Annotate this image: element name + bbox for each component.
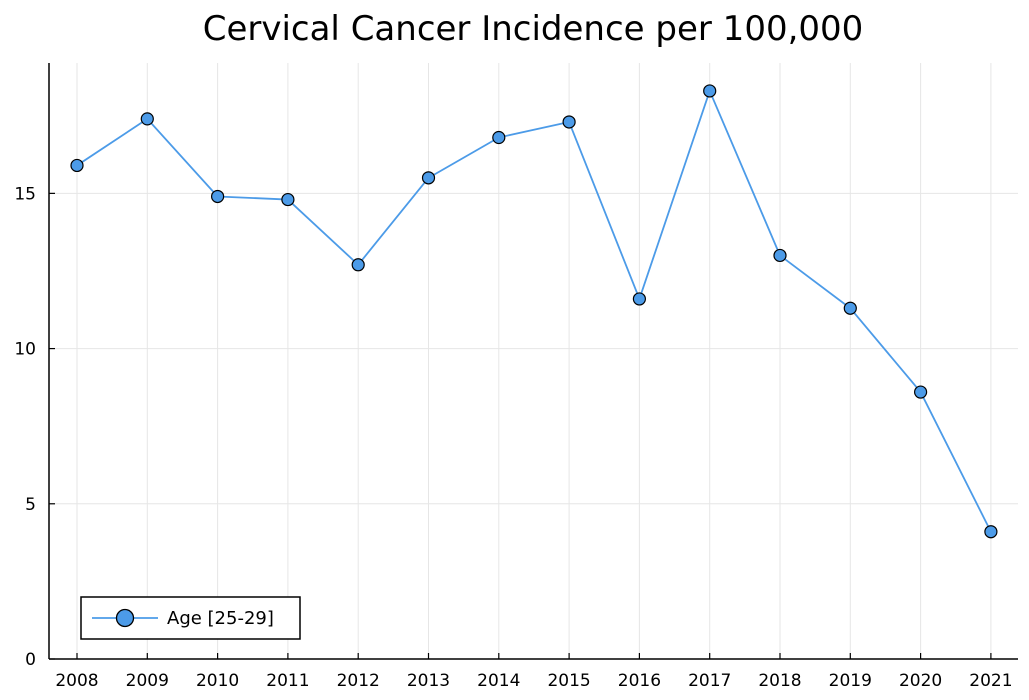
tick-labels: 2008 2009 2010 2011 2012 2013 2014 2015 2016 2017… bbox=[14, 184, 1012, 691]
data-point bbox=[70, 158, 84, 173]
x-tick-label: 2019 bbox=[829, 671, 872, 691]
grid-lines bbox=[49, 63, 1018, 659]
legend-box bbox=[80, 596, 301, 640]
data-point bbox=[281, 192, 295, 207]
data-point bbox=[351, 258, 365, 272]
data-point bbox=[211, 189, 225, 204]
series-line bbox=[76, 90, 992, 533]
legend-marker-icon bbox=[115, 608, 135, 628]
x-tick-label: 2008 bbox=[55, 671, 98, 691]
data-point bbox=[843, 301, 857, 315]
data-point bbox=[632, 292, 647, 306]
x-tick-label: 2009 bbox=[126, 671, 169, 691]
data-point bbox=[913, 385, 928, 399]
x-tick-label: 2015 bbox=[547, 671, 590, 691]
data-point bbox=[562, 115, 576, 129]
legend-label: Age [25-29] bbox=[167, 608, 274, 629]
data-point bbox=[421, 171, 436, 185]
legend: Age [25-29] bbox=[80, 596, 301, 640]
data-point bbox=[492, 130, 506, 145]
x-tick-label: 2011 bbox=[266, 671, 309, 691]
data-point bbox=[703, 84, 717, 98]
x-tick-label: 2016 bbox=[618, 671, 661, 691]
chart-title: Cervical Cancer Incidence per 100,000 bbox=[203, 9, 864, 49]
data-point bbox=[984, 525, 998, 539]
y-tick-label: 10 bbox=[14, 340, 36, 360]
x-tick-label: 2012 bbox=[337, 671, 380, 691]
y-tick-label: 15 bbox=[14, 184, 36, 204]
x-tick-label: 2021 bbox=[969, 671, 1012, 691]
y-tick-label: 0 bbox=[25, 650, 36, 670]
axes bbox=[48, 63, 1018, 660]
series-lines bbox=[76, 90, 992, 533]
x-tick-label: 2014 bbox=[477, 671, 520, 691]
x-tick-label: 2013 bbox=[407, 671, 450, 691]
y-tick-label: 5 bbox=[25, 495, 36, 515]
data-point bbox=[773, 248, 787, 263]
x-tick-label: 2018 bbox=[758, 671, 801, 691]
x-tick-label: 2010 bbox=[196, 671, 239, 691]
series-markers bbox=[70, 84, 998, 539]
x-tick-label: 2020 bbox=[899, 671, 942, 691]
x-tick-label: 2017 bbox=[688, 671, 731, 691]
data-point bbox=[140, 112, 154, 126]
